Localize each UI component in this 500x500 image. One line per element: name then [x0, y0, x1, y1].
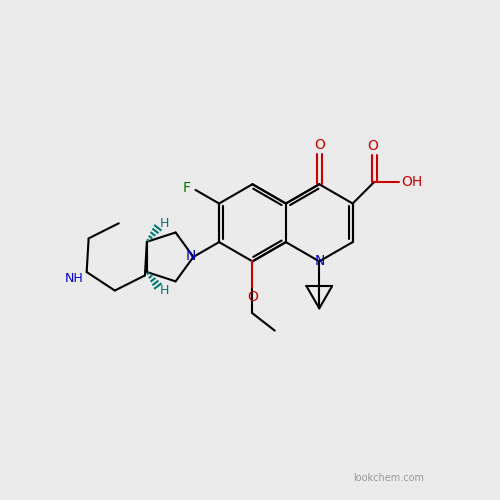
Text: O: O: [247, 290, 258, 304]
Text: N: N: [315, 254, 326, 268]
Text: F: F: [182, 181, 190, 195]
Text: OH: OH: [401, 175, 422, 189]
Text: H: H: [160, 218, 168, 230]
Text: H: H: [160, 284, 168, 296]
Text: O: O: [314, 138, 324, 151]
Text: O: O: [368, 139, 378, 153]
Text: lookchem.com: lookchem.com: [353, 474, 424, 484]
Text: NH: NH: [65, 272, 84, 284]
Text: N: N: [186, 249, 196, 263]
